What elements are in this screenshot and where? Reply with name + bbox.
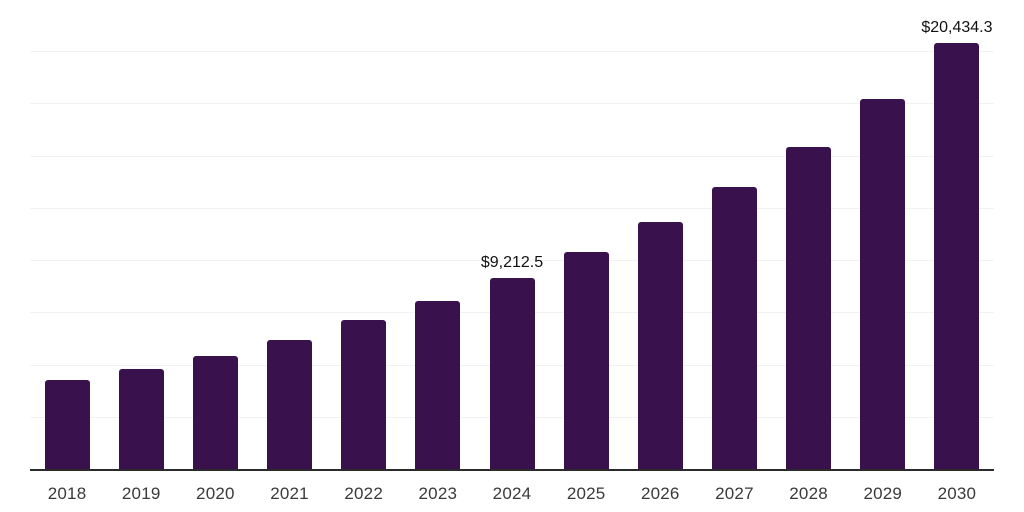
bar-2024[interactable] — [489, 277, 535, 470]
x-tick-label-2030: 2030 — [937, 484, 977, 503]
x-tick-label-2028: 2028 — [789, 484, 828, 503]
gridline — [30, 207, 994, 209]
data-label-2030: $20,434.3 — [921, 19, 993, 37]
x-tick-label-2022: 2022 — [344, 484, 383, 503]
x-tick-label-2024: 2024 — [492, 484, 532, 503]
bar-2027[interactable] — [711, 186, 757, 470]
gridline — [30, 155, 994, 157]
plot-area: $9,212.5 $20,434.3 — [30, 0, 994, 471]
bar-2018[interactable] — [44, 380, 90, 470]
bar-2020[interactable] — [192, 355, 238, 470]
x-tick-label-2026: 2026 — [640, 484, 680, 503]
bar-2019[interactable] — [118, 368, 164, 470]
data-label-2024: $9,212.5 — [480, 253, 544, 271]
bar-2029[interactable] — [860, 98, 906, 470]
bar-2026[interactable] — [637, 222, 683, 470]
x-tick-label-2020: 2020 — [196, 484, 235, 503]
bar-2025[interactable] — [563, 251, 609, 470]
bar-2030[interactable] — [934, 43, 980, 470]
x-tick-label-2027: 2027 — [715, 484, 754, 503]
bar-2021[interactable] — [267, 339, 313, 470]
x-axis-line — [30, 469, 994, 471]
gridline — [30, 51, 994, 53]
bar-2023[interactable] — [415, 301, 461, 470]
gridline — [30, 260, 994, 262]
x-tick-label-2021: 2021 — [270, 484, 309, 503]
x-tick-label-2019: 2019 — [121, 484, 161, 503]
x-tick-label-2018: 2018 — [47, 484, 87, 503]
x-tick-label-2029: 2029 — [863, 484, 903, 503]
x-tick-label-2025: 2025 — [566, 484, 606, 503]
x-tick-label-2023: 2023 — [418, 484, 458, 503]
bar-2022[interactable] — [341, 319, 387, 470]
gridline — [30, 103, 994, 105]
bar-2028[interactable] — [786, 147, 832, 470]
